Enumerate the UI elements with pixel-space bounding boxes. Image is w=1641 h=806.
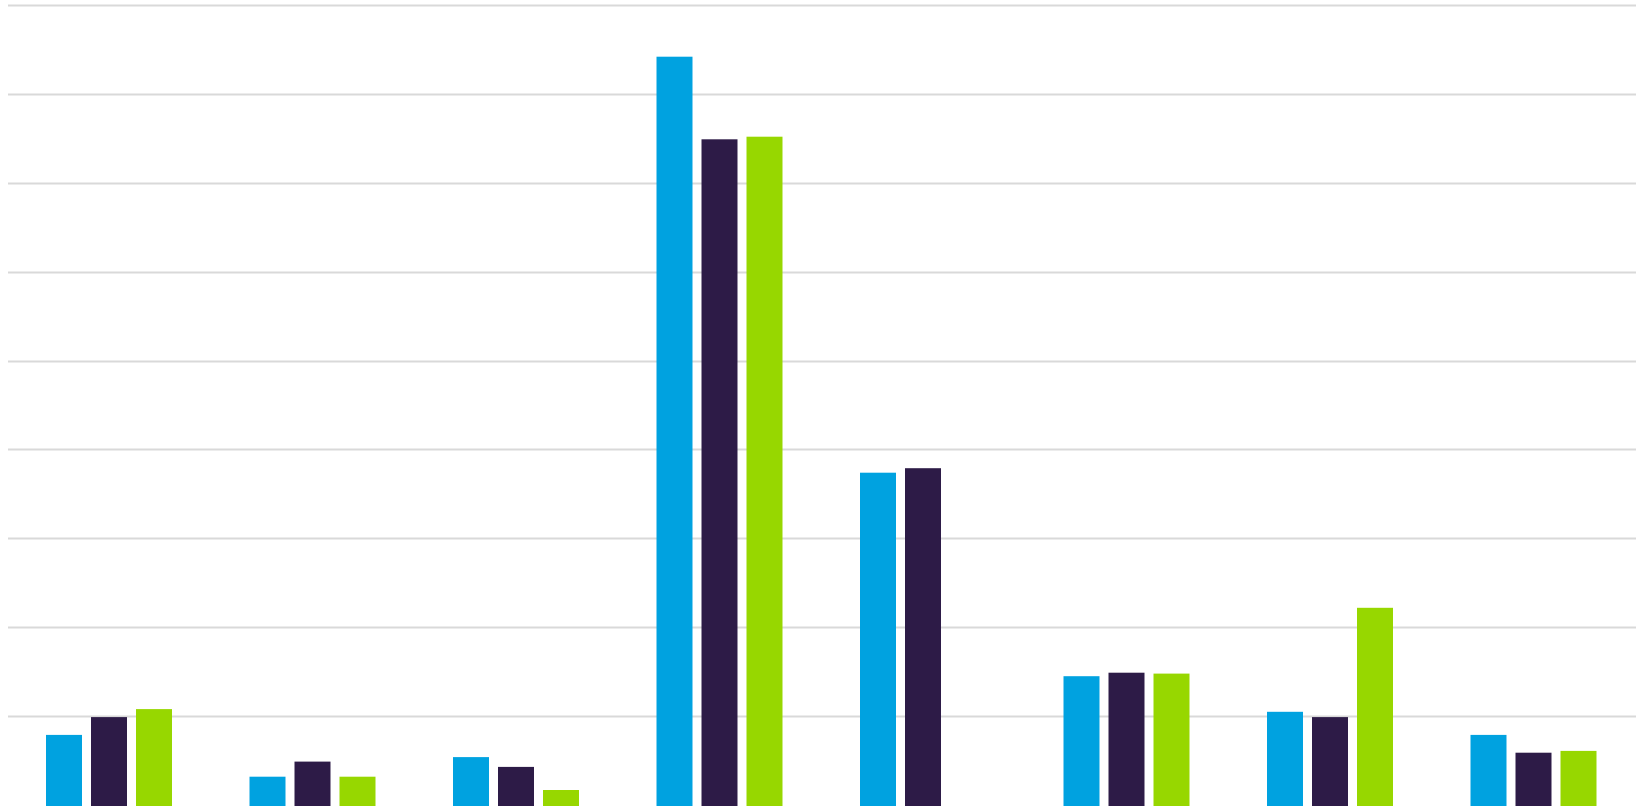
bar-series-2-group-6 bbox=[1108, 672, 1145, 806]
bar-series-1-group-8 bbox=[1470, 734, 1507, 806]
bar-series-2-group-5 bbox=[905, 468, 941, 806]
bar-series-3-group-8 bbox=[1560, 750, 1597, 806]
bar-series-1-group-4 bbox=[656, 56, 693, 806]
gridlines bbox=[8, 4, 1636, 718]
bar-series-2-group-7 bbox=[1312, 717, 1348, 806]
bar-series-2-group-4 bbox=[701, 139, 738, 806]
bar-series-3-group-2 bbox=[339, 776, 376, 806]
bar-series-3-group-1 bbox=[136, 709, 172, 806]
bar-series-1-group-7 bbox=[1267, 711, 1303, 806]
bar-series-2-group-3 bbox=[498, 766, 534, 806]
bar-series-3-group-6 bbox=[1153, 673, 1190, 806]
bar-series-1-group-5 bbox=[860, 472, 896, 806]
bar-series-2-group-2 bbox=[294, 761, 331, 806]
bars bbox=[46, 56, 1597, 806]
bar-series-1-group-1 bbox=[46, 734, 82, 806]
bar-series-2-group-1 bbox=[91, 717, 127, 806]
bar-series-1-group-3 bbox=[453, 757, 489, 806]
bar-series-1-group-2 bbox=[249, 776, 286, 806]
bar-series-3-group-7 bbox=[1357, 607, 1393, 806]
bar-series-2-group-8 bbox=[1515, 752, 1552, 806]
bar-series-3-group-3 bbox=[543, 790, 579, 806]
bar-series-3-group-4 bbox=[746, 136, 783, 806]
bar-series-1-group-6 bbox=[1063, 676, 1100, 806]
